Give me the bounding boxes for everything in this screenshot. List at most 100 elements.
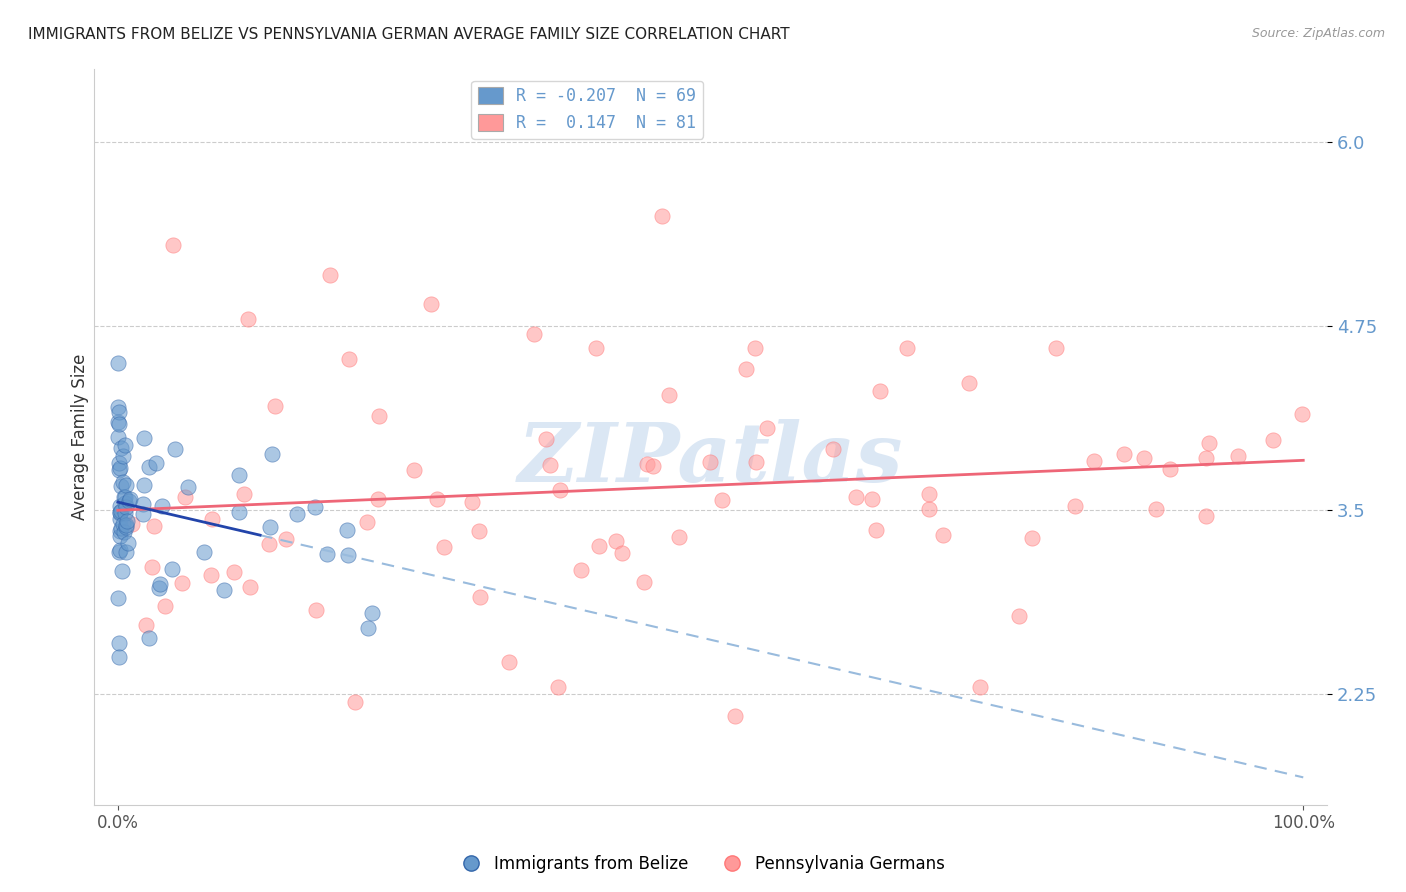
Point (1083, 454, 1105, 468)
Point (823, 442, 845, 456)
Point (1194, 451, 1216, 466)
Point (1063, 499, 1085, 513)
Point (110, 441, 132, 455)
Point (745, 454, 768, 468)
Point (110, 499, 132, 513)
Legend: R = -0.207  N = 69, R =  0.147  N = 81: R = -0.207 N = 69, R = 0.147 N = 81 (471, 80, 703, 138)
Point (111, 449, 134, 463)
Point (141, 560, 163, 574)
Point (108, 456, 131, 470)
Point (547, 680, 569, 694)
Point (633, 575, 655, 590)
Point (304, 500, 326, 514)
Text: ZIPatlas: ZIPatlas (517, 418, 903, 499)
Point (222, 565, 245, 579)
Point (163, 442, 186, 457)
Text: Source: ZipAtlas.com: Source: ZipAtlas.com (1251, 27, 1385, 40)
Point (107, 356, 129, 370)
Point (744, 341, 766, 355)
Point (668, 530, 690, 544)
Point (548, 483, 571, 498)
Point (862, 492, 884, 507)
Point (114, 519, 136, 533)
Text: IMMIGRANTS FROM BELIZE VS PENNSYLVANIA GERMAN AVERAGE FAMILY SIZE CORRELATION CH: IMMIGRANTS FROM BELIZE VS PENNSYLVANIA G… (28, 27, 790, 42)
Point (470, 590, 492, 604)
Point (1008, 608, 1031, 623)
Point (433, 540, 456, 554)
Point (112, 490, 135, 504)
Point (918, 487, 941, 501)
Point (138, 631, 160, 645)
Point (468, 524, 491, 538)
Point (115, 477, 138, 491)
Point (845, 490, 868, 504)
Point (538, 458, 561, 473)
Point (498, 655, 520, 669)
Point (274, 532, 297, 546)
Point (339, 352, 361, 367)
Point (110, 503, 132, 517)
Point (896, 341, 918, 355)
Point (699, 454, 721, 468)
Point (114, 438, 136, 452)
Point (404, 462, 426, 476)
Point (108, 417, 131, 431)
Point (420, 297, 443, 311)
Point (865, 524, 887, 538)
Point (1291, 407, 1313, 421)
Point (110, 505, 132, 519)
Point (711, 492, 734, 507)
Point (110, 506, 132, 520)
Point (118, 494, 141, 508)
Point (108, 524, 131, 538)
Point (315, 547, 337, 561)
Point (112, 524, 135, 539)
Point (110, 479, 132, 493)
Point (344, 695, 367, 709)
Point (107, 415, 129, 429)
Point (228, 468, 250, 483)
Point (658, 387, 681, 401)
Point (918, 502, 941, 516)
Point (588, 539, 610, 553)
Point (636, 457, 658, 471)
Point (108, 529, 131, 543)
Point (651, 209, 673, 223)
Point (1144, 502, 1167, 516)
Point (145, 456, 167, 470)
Point (193, 545, 215, 559)
Point (1198, 436, 1220, 450)
Point (755, 421, 778, 435)
Point (135, 618, 157, 632)
Point (143, 519, 166, 533)
Point (285, 507, 308, 521)
Point (107, 636, 129, 650)
Point (305, 603, 328, 617)
Point (114, 496, 136, 510)
Point (319, 268, 342, 282)
Point (110, 521, 132, 535)
Point (132, 507, 155, 521)
Point (356, 621, 378, 635)
Point (121, 516, 143, 531)
Legend: Immigrants from Belize, Pennsylvania Germans: Immigrants from Belize, Pennsylvania Ger… (454, 848, 952, 880)
Point (1195, 509, 1218, 524)
Point (114, 500, 136, 514)
Point (337, 548, 360, 562)
Y-axis label: Average Family Size: Average Family Size (72, 353, 89, 520)
Point (107, 400, 129, 414)
Point (228, 505, 250, 519)
Point (1227, 449, 1250, 463)
Point (160, 561, 183, 575)
Point (214, 583, 236, 598)
Point (569, 563, 592, 577)
Point (257, 537, 280, 551)
Point (108, 545, 131, 559)
Point (1045, 341, 1067, 355)
Point (643, 458, 665, 473)
Point (132, 498, 155, 512)
Point (111, 516, 134, 531)
Point (132, 478, 155, 492)
Point (148, 581, 170, 595)
Point (108, 405, 131, 419)
